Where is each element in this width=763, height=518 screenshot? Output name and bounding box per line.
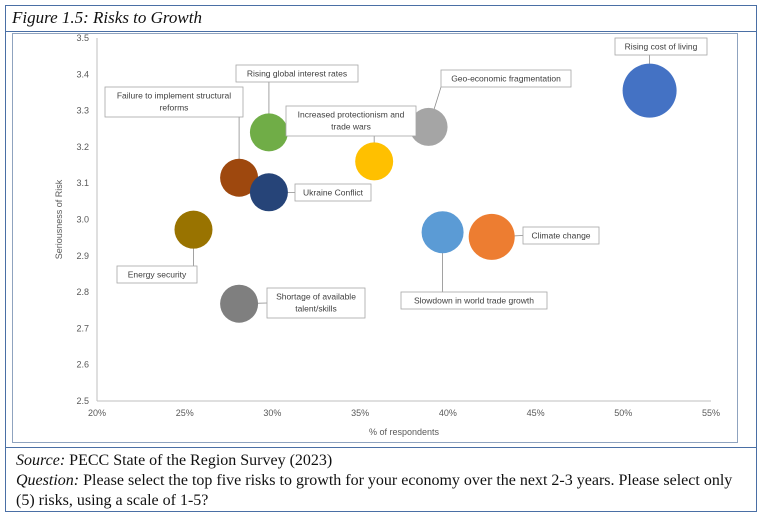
bubble-label-box <box>285 105 417 137</box>
bubble-point <box>622 63 677 118</box>
bubble-label-box <box>294 183 372 202</box>
footer-divider <box>6 447 756 448</box>
bubble-point <box>174 210 213 249</box>
bubble-point <box>409 107 448 146</box>
bubble-label-box <box>400 291 548 310</box>
bubble-chart: 2.5 2.6 2.7 2.8 2.9 3.0 3.1 3.2 3.3 3.4 3.5 20% 25% 3… <box>54 33 720 437</box>
x-tick-label: 25% <box>176 408 194 418</box>
bubble-label-box <box>614 37 708 56</box>
x-tick-label: 55% <box>702 408 720 418</box>
y-tick-label: 3.0 <box>76 215 89 225</box>
x-tick-label: 30% <box>263 408 281 418</box>
y-tick-label: 2.6 <box>76 360 89 370</box>
question-line: Question: Please select the top five ris… <box>16 471 746 511</box>
bubble-label: talent/skills <box>295 304 337 314</box>
bubble-label: Shortage of available <box>276 292 356 302</box>
question-label: Question: <box>16 472 80 489</box>
y-tick-label: 3.2 <box>76 142 89 152</box>
bubble-point <box>421 211 464 254</box>
x-tick-label: 40% <box>439 408 457 418</box>
source-label: Source: <box>16 452 66 469</box>
bubble-point <box>220 284 259 323</box>
y-tick-label: 2.9 <box>76 251 89 261</box>
y-tick-label: 3.3 <box>76 106 89 116</box>
bubble-point <box>468 213 515 260</box>
bubble-label: Climate change <box>531 231 590 241</box>
bubble-label: Rising cost of living <box>625 42 698 52</box>
bubble-label-box <box>116 265 198 284</box>
y-tick-label: 3.1 <box>76 178 89 188</box>
bubble-label-box <box>440 69 572 88</box>
bubble-label-box <box>266 287 366 319</box>
title-divider <box>6 31 756 32</box>
figure-notes: Source: PECC State of the Region Survey … <box>16 451 746 511</box>
x-tick-label: 50% <box>614 408 632 418</box>
bubble-label: reforms <box>160 103 189 113</box>
bubble-label: Rising global interest rates <box>247 69 347 79</box>
bubble-point <box>355 142 394 181</box>
bubble-label-box <box>522 226 600 245</box>
figure-frame <box>5 5 757 512</box>
bubble-point <box>220 158 259 197</box>
bubble-label: Ukraine Conflict <box>303 188 364 198</box>
source-text: PECC State of the Region Survey (2023) <box>65 452 333 469</box>
y-tick-label: 3.5 <box>76 34 89 43</box>
x-tick-label: 45% <box>527 408 545 418</box>
x-axis-title: % of respondents <box>369 427 440 437</box>
source-line: Source: PECC State of the Region Survey … <box>16 451 746 471</box>
y-tick-label: 3.4 <box>76 69 89 79</box>
bubble-label-box <box>104 86 244 118</box>
y-axis-title: Seriousness of Risk <box>54 179 64 259</box>
bubble-label: Geo-economic fragmentation <box>451 74 561 84</box>
y-tick-label: 2.7 <box>76 323 89 333</box>
x-tick-label: 20% <box>88 408 106 418</box>
bubble-point <box>249 173 288 212</box>
y-tick-label: 2.5 <box>76 396 89 406</box>
bubble-label: Failure to implement structural <box>117 91 231 101</box>
bubble-label: Increased protectionism and <box>298 110 405 120</box>
x-tick-label: 35% <box>351 408 369 418</box>
bubble-point <box>249 113 288 152</box>
bubble-label: Slowdown in world trade growth <box>414 296 534 306</box>
figure-title: Figure 1.5: Risks to Growth <box>12 8 202 27</box>
y-tick-label: 2.8 <box>76 287 89 297</box>
bubble-label: Energy security <box>128 270 187 280</box>
question-text: Please select the top five risks to grow… <box>16 472 733 509</box>
chart-area: 2.5 2.6 2.7 2.8 2.9 3.0 3.1 3.2 3.3 3.4 3.5 20% 25% 3… <box>12 33 738 443</box>
bubble-label: trade wars <box>331 122 371 132</box>
bubble-label-box <box>235 64 359 83</box>
